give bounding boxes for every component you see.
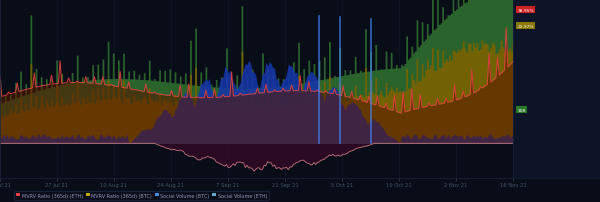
Text: 38.95%: 38.95% xyxy=(517,9,534,13)
Text: 108: 108 xyxy=(517,108,526,112)
Text: 22.97%: 22.97% xyxy=(517,25,534,29)
Legend: MVRV Ratio (365d) (ETH), MVRV Ratio (365d) (BTC), Social Volume (BTC), Social Vo: MVRV Ratio (365d) (ETH), MVRV Ratio (365… xyxy=(14,191,269,200)
